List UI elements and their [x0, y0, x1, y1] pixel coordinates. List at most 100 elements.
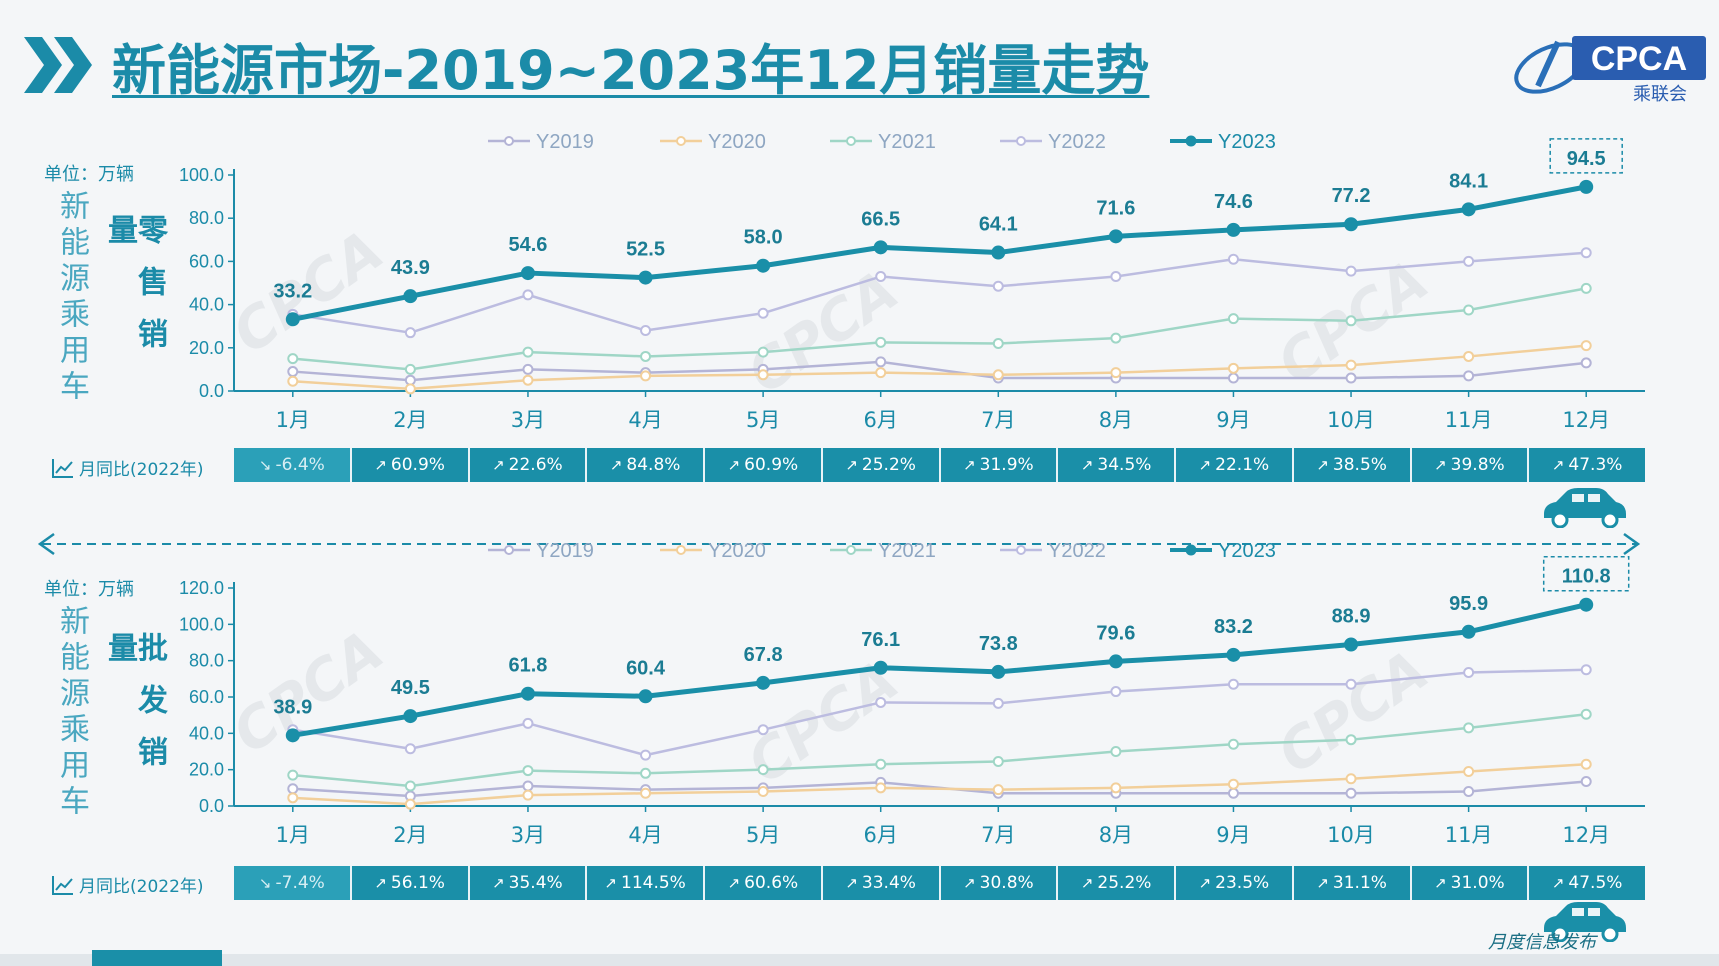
data-point	[992, 697, 1004, 709]
x-tick-label: 12月	[1562, 823, 1610, 847]
retail-yoy-label: 月同比(2022年)	[52, 455, 204, 480]
trend-down-icon: ↘	[258, 456, 272, 474]
legend-marker	[676, 545, 686, 555]
x-tick-label: 3月	[511, 408, 545, 432]
data-point	[1110, 686, 1122, 698]
x-tick-label: 8月	[1099, 823, 1133, 847]
y-tick-label: 20.0	[189, 338, 224, 358]
data-label: 43.9	[391, 257, 430, 279]
trend-up-icon: ↗	[492, 874, 505, 892]
retail-yoy-cell: ↗ 31.9%	[941, 448, 1059, 482]
data-point	[522, 289, 534, 301]
footer-signature: 月度信息发布	[1488, 932, 1596, 953]
data-point	[992, 369, 1004, 381]
footer-tab	[92, 950, 222, 966]
data-label: 54.6	[508, 234, 547, 256]
retail-yoy-cell: ↗ 60.9%	[705, 448, 823, 482]
trend-up-icon: ↗	[374, 874, 387, 892]
legend-marker	[1185, 135, 1197, 147]
data-point	[992, 784, 1004, 796]
data-point	[991, 245, 1006, 260]
yoy-value: 23.5%	[1215, 873, 1270, 893]
data-label: 94.5	[1567, 148, 1606, 170]
data-point	[1463, 666, 1475, 678]
legend-marker	[846, 545, 856, 555]
data-point	[1227, 678, 1239, 690]
yoy-value: 25.2%	[861, 455, 916, 475]
logo-text: CPCA	[1591, 40, 1687, 78]
data-point	[1226, 222, 1241, 237]
data-point	[1463, 785, 1475, 797]
yoy-label-text: 月同比(2022年)	[79, 877, 204, 897]
data-point	[1345, 678, 1357, 690]
wholesale-yoy-cell: ↗ 35.4%	[470, 866, 588, 900]
trend-up-icon: ↗	[1434, 456, 1447, 474]
data-point	[757, 785, 769, 797]
data-point	[638, 270, 653, 285]
data-point	[756, 675, 771, 690]
data-point	[1345, 773, 1357, 785]
x-tick-label: 3月	[511, 823, 545, 847]
data-point	[287, 769, 299, 781]
data-point	[404, 327, 416, 339]
series-line	[292, 360, 1587, 382]
data-label: 84.1	[1449, 170, 1488, 192]
data-point	[875, 271, 887, 283]
retail-yoy-cell: ↗ 25.2%	[823, 448, 941, 482]
data-label: 60.4	[626, 657, 666, 679]
yoy-value: 60.9%	[390, 455, 445, 475]
yoy-value: 22.6%	[508, 455, 563, 475]
section-divider	[37, 532, 1641, 556]
trend-down-icon: ↘	[258, 874, 272, 892]
x-tick-label: 11月	[1445, 823, 1493, 847]
wholesale-yoy-cell: ↗ 30.8%	[941, 866, 1059, 900]
trend-up-icon: ↗	[1080, 874, 1094, 892]
trend-up-icon: ↗	[1434, 874, 1447, 892]
data-point	[1580, 664, 1592, 676]
data-point	[1463, 722, 1475, 734]
y-tick-label: 40.0	[189, 723, 224, 743]
data-point	[1463, 304, 1475, 316]
series-line	[292, 762, 1587, 806]
data-label: 76.1	[861, 629, 900, 651]
trend-up-icon: ↗	[1316, 456, 1329, 474]
car-icon	[1544, 488, 1626, 528]
y-tick-label: 100.0	[179, 614, 224, 634]
legend-label: Y2021	[878, 540, 936, 562]
trend-up-icon: ↗	[963, 456, 976, 474]
data-label: 58.0	[744, 227, 783, 249]
data-label: 73.8	[979, 633, 1018, 655]
data-point	[875, 356, 887, 368]
data-point	[640, 325, 652, 337]
data-point	[873, 240, 888, 255]
wholesale-yoy-cell: ↘ -7.4%	[234, 866, 352, 900]
yoy-value: 31.9%	[979, 455, 1034, 475]
data-point	[1580, 340, 1592, 352]
trend-up-icon: ↗	[1551, 874, 1565, 892]
data-point	[1110, 271, 1122, 283]
wholesale-yoy-cell: ↗ 56.1%	[352, 866, 470, 900]
retail-yoy-cell: ↗ 22.6%	[470, 448, 588, 482]
series-line	[292, 602, 1587, 738]
data-label: 110.8	[1562, 566, 1611, 588]
data-point	[520, 266, 535, 281]
retail-yoy-cell: ↗ 22.1%	[1176, 448, 1294, 482]
legend-label: Y2021	[878, 131, 936, 153]
data-point	[1580, 357, 1592, 369]
series-line	[292, 344, 1587, 391]
series-line	[292, 668, 1587, 757]
retail-yoy-cell: ↗ 39.8%	[1412, 448, 1530, 482]
retail-yoy-cell: ↗ 34.5%	[1058, 448, 1176, 482]
data-point	[1461, 202, 1476, 217]
data-label: 52.5	[626, 239, 665, 261]
data-point	[287, 783, 299, 795]
data-point	[287, 353, 299, 365]
data-point	[1110, 782, 1122, 794]
x-tick-label: 12月	[1562, 408, 1610, 432]
trend-up-icon: ↗	[845, 456, 858, 474]
y-tick-label: 20.0	[189, 760, 224, 780]
data-point	[640, 370, 652, 382]
yoy-value: 35.4%	[508, 873, 563, 893]
yoy-value: 60.9%	[744, 455, 799, 475]
